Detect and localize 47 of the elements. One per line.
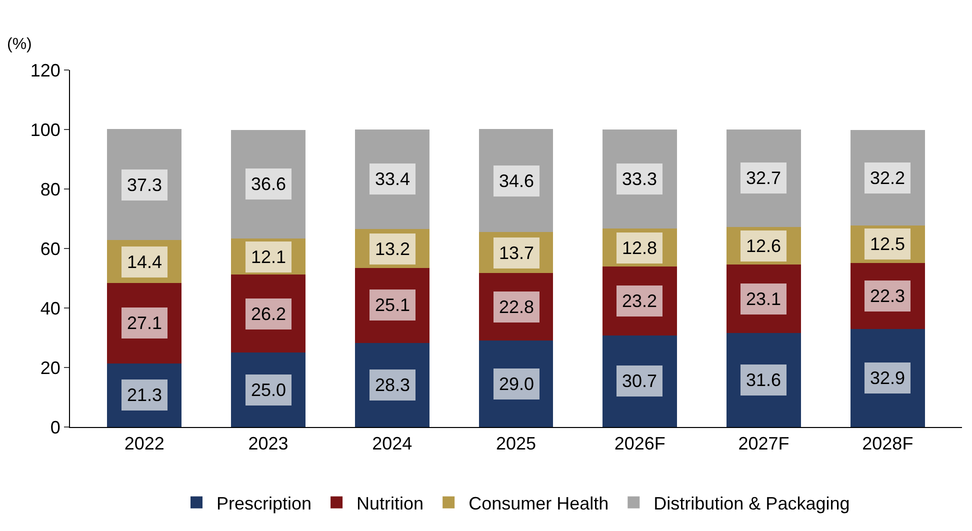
data-label: 28.3 [375,375,410,395]
data-label: 34.6 [499,171,534,191]
data-label: 13.2 [375,239,410,259]
data-label: 14.4 [127,252,162,272]
data-label: 37.3 [127,175,162,195]
x-tick-label: 2026F [614,434,666,454]
x-tick-label: 2028F [862,434,914,454]
data-label: 12.6 [746,236,782,256]
data-label: 31.6 [746,370,782,390]
data-label: 22.8 [499,297,534,317]
x-tick-label: 2024 [372,434,412,454]
y-tick-label: 100 [30,120,60,140]
y-tick-label: 40 [40,298,60,318]
data-label: 22.3 [870,286,906,306]
data-label: 23.1 [746,289,782,309]
data-label: 12.8 [622,238,658,258]
data-label: 30.7 [622,371,658,391]
legend-label: Consumer Health [468,493,609,514]
legend-label: Nutrition [356,493,424,514]
x-tick-label: 2025 [496,434,536,454]
data-label: 32.2 [870,168,906,188]
data-label: 32.7 [746,168,782,188]
y-tick-label: 60 [40,238,60,259]
data-label: 13.7 [499,243,534,263]
data-label: 25.0 [251,380,286,400]
y-tick-label: 120 [30,60,60,80]
data-label: 26.2 [251,304,286,324]
data-label: 12.5 [870,234,906,254]
data-label: 23.2 [622,291,658,311]
x-tick-label: 2027F [738,434,790,454]
data-label: 12.1 [251,247,286,267]
y-tick-label: 80 [40,179,60,200]
data-label: 33.3 [622,169,658,189]
data-label: 29.0 [499,374,534,394]
data-label: 32.9 [870,368,906,388]
data-label: 25.1 [375,295,410,315]
y-tick-label: 20 [40,358,60,378]
data-label: 27.1 [127,313,162,333]
data-label: 36.6 [251,174,286,194]
data-label: 21.3 [127,385,162,405]
x-tick-label: 2022 [124,434,164,454]
y-tick-label: 0 [50,417,60,438]
y-axis-title: (%) [7,36,32,53]
legend-label: Prescription [216,493,312,514]
x-tick-label: 2023 [248,434,288,454]
data-label: 33.4 [375,169,410,189]
legend-label: Distribution & Packaging [654,493,850,514]
